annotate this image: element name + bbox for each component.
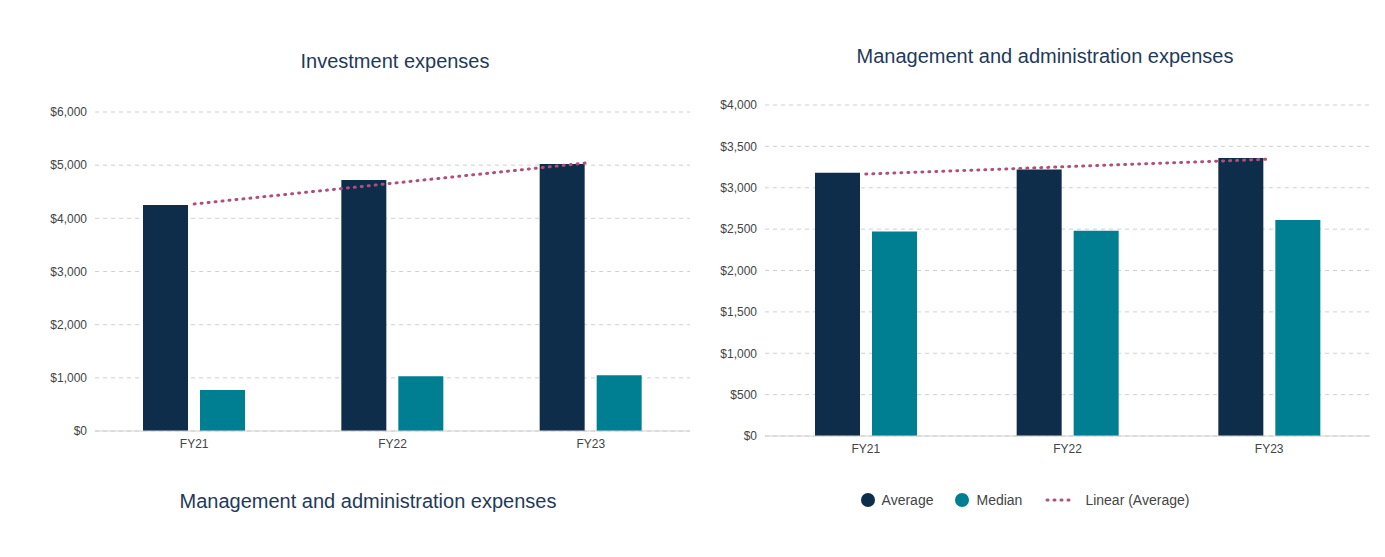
svg-text:$6,000: $6,000 xyxy=(50,105,87,119)
svg-text:$0: $0 xyxy=(74,424,88,438)
svg-text:$3,500: $3,500 xyxy=(720,140,757,154)
svg-text:FY23: FY23 xyxy=(576,437,605,451)
html-text:Linear (Average): Linear (Average) xyxy=(1085,492,1190,508)
svg-text:$2,000: $2,000 xyxy=(50,318,87,332)
html-text:Management and administration: Management and administration expenses xyxy=(856,45,1234,67)
svg-text:$2,000: $2,000 xyxy=(720,264,757,278)
svg-text:FY22: FY22 xyxy=(1053,442,1082,456)
svg-text:$1,000: $1,000 xyxy=(50,371,87,385)
svg-text:$3,000: $3,000 xyxy=(50,265,87,279)
svg-text:$2,500: $2,500 xyxy=(720,222,757,236)
svg-text:$4,000: $4,000 xyxy=(50,212,87,226)
svg-text:$1,500: $1,500 xyxy=(720,305,757,319)
svg-text:FY21: FY21 xyxy=(851,442,880,456)
svg-text:$1,000: $1,000 xyxy=(720,347,757,361)
svg-text:FY22: FY22 xyxy=(378,437,407,451)
svg-text:$5,000: $5,000 xyxy=(50,158,87,172)
svg-text:FY21: FY21 xyxy=(180,437,209,451)
svg-text:$0: $0 xyxy=(744,429,758,443)
svg-text:FY23: FY23 xyxy=(1255,442,1284,456)
svg-text:$500: $500 xyxy=(730,388,757,402)
html-text:Investment expenses: Investment expenses xyxy=(300,50,490,72)
svg-text:$4,000: $4,000 xyxy=(720,98,757,112)
svg-text:$3,000: $3,000 xyxy=(720,181,757,195)
html-text:Median: Median xyxy=(976,492,1023,508)
html-text:Management and administration: Management and administration expenses xyxy=(179,490,557,512)
html-text:Average: Average xyxy=(881,492,934,508)
